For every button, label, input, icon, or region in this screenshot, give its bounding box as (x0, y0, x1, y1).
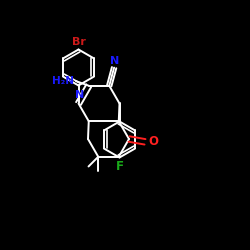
Text: O: O (148, 135, 158, 148)
Text: F: F (116, 160, 124, 173)
Text: Br: Br (72, 38, 86, 48)
Text: H₂N: H₂N (52, 76, 74, 86)
Text: N: N (110, 56, 120, 66)
Text: N: N (75, 90, 85, 101)
